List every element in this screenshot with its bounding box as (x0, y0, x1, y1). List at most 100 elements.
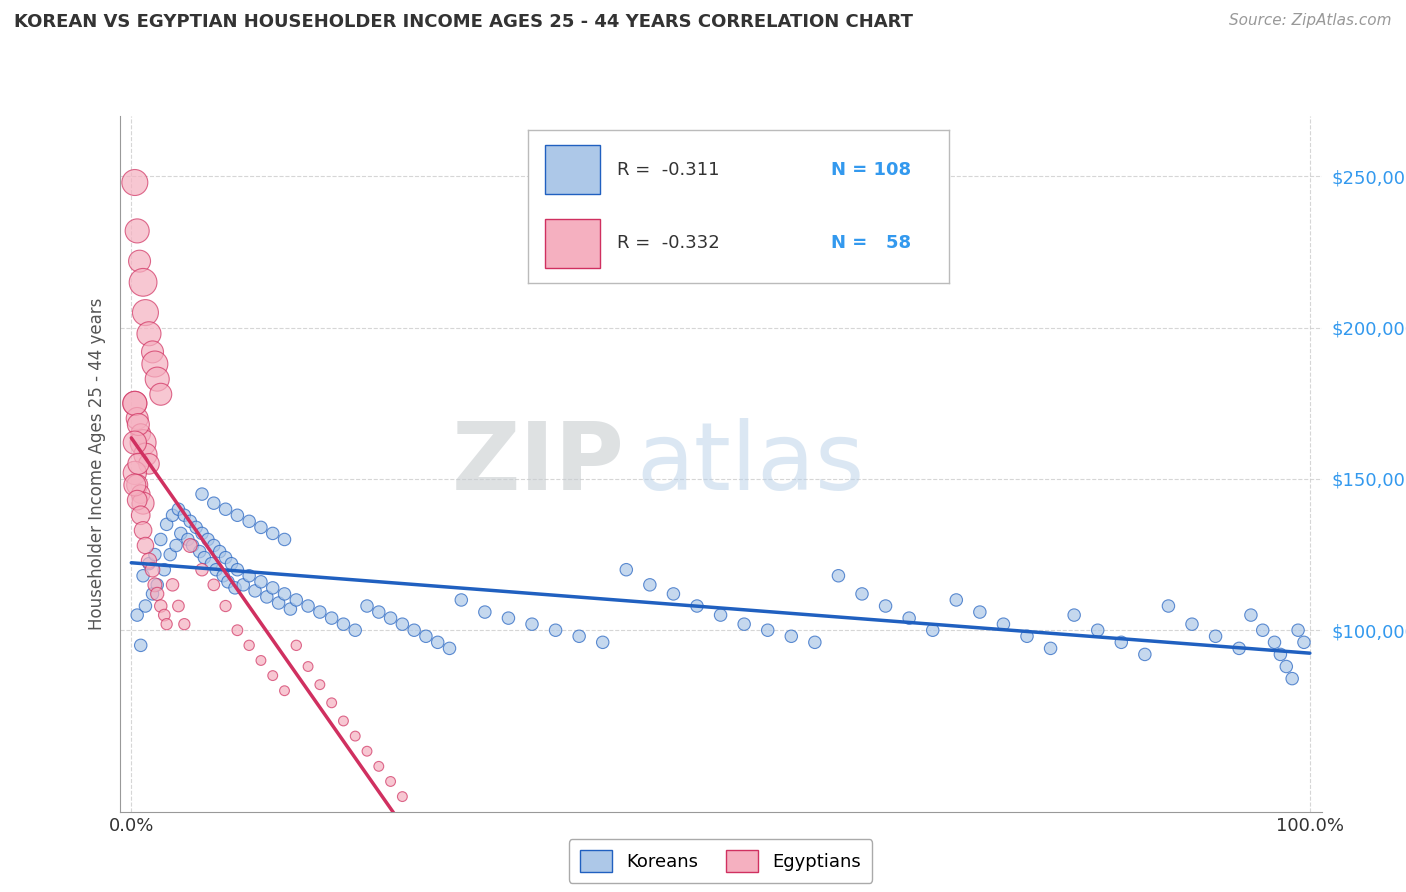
Point (309, 605, 332, 619)
Point (200, 557, 222, 571)
Point (875, 599, 897, 613)
Point (214, 599, 236, 613)
Point (297, 599, 319, 613)
Point (184, 520, 207, 534)
Point (127, 457, 149, 471)
Point (165, 539, 187, 553)
Point (238, 514, 260, 528)
Point (332, 617, 354, 632)
Point (134, 448, 156, 462)
Point (217, 574, 239, 589)
Point (426, 635, 449, 649)
Point (138, 326, 160, 341)
Point (149, 533, 172, 547)
Point (214, 502, 236, 516)
Point (127, 493, 149, 508)
Point (221, 557, 243, 571)
Point (297, 659, 319, 673)
Point (124, 466, 146, 480)
Point (733, 617, 755, 632)
Point (141, 587, 163, 601)
Point (262, 581, 284, 595)
Point (124, 396, 146, 410)
Point (1263, 635, 1285, 649)
Point (156, 517, 179, 532)
Point (232, 578, 254, 592)
Point (367, 759, 389, 773)
Point (1281, 672, 1303, 686)
Point (124, 396, 146, 410)
Point (380, 611, 402, 625)
Point (273, 683, 295, 698)
Point (132, 524, 155, 538)
Point (404, 624, 426, 638)
Point (321, 696, 343, 710)
Point (173, 508, 195, 523)
Point (146, 578, 169, 592)
Point (439, 641, 461, 656)
Point (127, 608, 149, 623)
Text: atlas: atlas (637, 417, 865, 510)
Point (167, 502, 190, 516)
Point (356, 744, 378, 758)
Point (1087, 624, 1109, 638)
Point (149, 387, 172, 401)
Legend: Koreans, Egyptians: Koreans, Egyptians (569, 839, 872, 883)
Point (129, 487, 152, 501)
Point (138, 557, 160, 571)
Point (1157, 599, 1180, 613)
Point (592, 635, 614, 649)
Point (1133, 648, 1156, 662)
Point (321, 611, 343, 625)
Point (1039, 641, 1062, 656)
Point (141, 563, 163, 577)
Point (179, 539, 201, 553)
Point (138, 457, 160, 471)
Point (127, 224, 149, 238)
Point (202, 578, 225, 592)
Point (285, 593, 308, 607)
Point (415, 629, 437, 643)
Point (273, 533, 295, 547)
Point (804, 635, 827, 649)
Point (202, 539, 225, 553)
Point (134, 539, 156, 553)
Point (202, 496, 225, 510)
Point (898, 611, 921, 625)
Point (146, 587, 169, 601)
Point (132, 276, 155, 290)
Point (256, 590, 278, 604)
Point (191, 487, 214, 501)
Point (132, 435, 155, 450)
Point (149, 599, 172, 613)
Point (262, 668, 284, 682)
Point (226, 563, 249, 577)
Point (173, 617, 195, 632)
Point (544, 624, 567, 638)
Point (1181, 617, 1204, 632)
Point (273, 587, 295, 601)
Point (181, 539, 204, 553)
Point (132, 496, 155, 510)
Point (129, 638, 152, 652)
Text: KOREAN VS EGYPTIAN HOUSEHOLDER INCOME AGES 25 - 44 YEARS CORRELATION CHART: KOREAN VS EGYPTIAN HOUSEHOLDER INCOME AG… (14, 13, 912, 31)
Point (662, 587, 685, 601)
Point (143, 357, 166, 371)
Point (124, 435, 146, 450)
Point (238, 568, 260, 582)
Point (285, 638, 308, 652)
Point (498, 611, 520, 625)
Text: Source: ZipAtlas.com: Source: ZipAtlas.com (1229, 13, 1392, 29)
Point (450, 593, 472, 607)
Point (143, 578, 166, 592)
Point (1275, 659, 1298, 673)
Point (568, 629, 591, 643)
Point (1286, 624, 1309, 638)
Point (1227, 641, 1250, 656)
Point (280, 602, 302, 616)
Point (686, 599, 709, 613)
Text: ZIP: ZIP (451, 417, 624, 510)
Point (344, 624, 367, 638)
Point (193, 550, 215, 565)
Point (170, 526, 193, 541)
